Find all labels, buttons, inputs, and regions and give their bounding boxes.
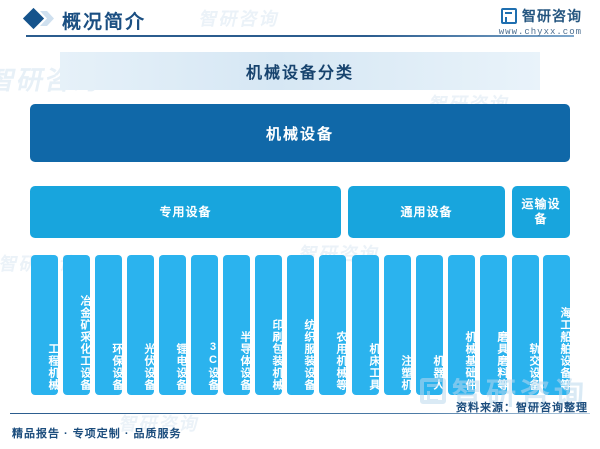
diagram-node-label: 锂电设备 (175, 343, 187, 391)
brand-mark-icon (501, 8, 517, 24)
page-title: 概况简介 (62, 12, 147, 33)
diagram-node-level3: 注塑机 (384, 255, 412, 395)
diagram-node-label: 轨交设备 (528, 343, 540, 391)
diagram-node-level3: 纺织服装设备 (287, 255, 315, 395)
diagram-node-level3: 光伏设备 (127, 255, 155, 395)
diagram-node-label: 工程机械 (47, 343, 59, 391)
diagram-node-label: 通用设备 (400, 204, 453, 219)
page-header: 概况简介 智研咨询 www.chyxx.com (0, 0, 600, 46)
diagram-node-label: 冶金矿采化工设备 (79, 295, 91, 391)
brand-url: www.chyxx.com (498, 27, 582, 37)
diagram-node-level3: 锂电设备 (159, 255, 187, 395)
chevron-right-icon (40, 11, 54, 26)
header-divider (26, 35, 574, 37)
diagram-node-level3: 冶金矿采化工设备 (63, 255, 91, 395)
diagram-node-level3: 3C设备 (191, 255, 219, 395)
diagram-title-bar: 机械设备分类 (60, 52, 540, 90)
diagram-node-label: 机械基础件 (464, 331, 476, 391)
classification-diagram: 机械设备分类 机械设备 专用设备 通用设备 运输设备 工程机械 冶金矿采化工设备… (0, 50, 600, 395)
diagram-node-label: 纺织服装设备 (303, 319, 315, 391)
brand-logo: 智研咨询 (501, 6, 582, 26)
diagram-node-root: 机械设备 (30, 104, 570, 162)
diagram-level3-row: 工程机械 冶金矿采化工设备 环保设备 光伏设备 锂电设备 3C设备 半导体设备 … (0, 255, 600, 395)
diagram-title: 机械设备分类 (245, 65, 354, 82)
diagram-node-label: 农用机械等 (335, 331, 347, 391)
page-footer: 精品报告 · 专项定制 · 品质服务 资料来源：智研咨询整理 (0, 397, 600, 449)
diagram-node-level3: 机械基础件 (448, 255, 476, 395)
brand-name: 智研咨询 (522, 8, 582, 24)
diagram-node-label: 海工船舶设备等 (559, 307, 571, 391)
diagram-node-level3: 磨具磨料等 (480, 255, 508, 395)
diagram-node-level2: 通用设备 (348, 186, 505, 238)
footer-source: 资料来源：智研咨询整理 (456, 402, 588, 414)
diagram-node-label: 环保设备 (111, 343, 123, 391)
diagram-node-label: 光伏设备 (143, 343, 155, 391)
footer-divider (10, 413, 590, 414)
diagram-node-level3: 机器人 (416, 255, 444, 395)
diagram-node-level3: 轨交设备 (512, 255, 540, 395)
diagram-node-label: 机床工具 (368, 343, 380, 391)
diagram-node-level2: 运输设备 (512, 186, 570, 238)
diagram-node-label: 运输设备 (521, 197, 561, 226)
diagram-node-level3: 印刷包装机械 (255, 255, 283, 395)
diagram-node-label: 印刷包装机械 (271, 319, 283, 391)
diagram-node-level3: 环保设备 (95, 255, 123, 395)
diagram-node-label: 半导体设备 (239, 331, 251, 391)
diagram-node-label: 专用设备 (159, 204, 212, 219)
diagram-node-label: 机械设备 (265, 125, 334, 143)
diagram-node-level2: 专用设备 (30, 186, 341, 238)
diagram-node-level3: 海工船舶设备等 (543, 255, 571, 395)
diagram-node-label: 磨具磨料等 (496, 331, 508, 391)
diagram-node-label: 注塑机 (400, 355, 412, 391)
diagram-node-level3: 工程机械 (31, 255, 59, 395)
diagram-node-label: 机器人 (432, 355, 444, 391)
diagram-node-level3: 机床工具 (352, 255, 380, 395)
footer-tagline: 精品报告 · 专项定制 · 品质服务 (12, 428, 182, 440)
diagram-node-level3: 半导体设备 (223, 255, 251, 395)
diagram-node-label: 3C设备 (207, 341, 219, 391)
diagram-node-level3: 农用机械等 (319, 255, 347, 395)
